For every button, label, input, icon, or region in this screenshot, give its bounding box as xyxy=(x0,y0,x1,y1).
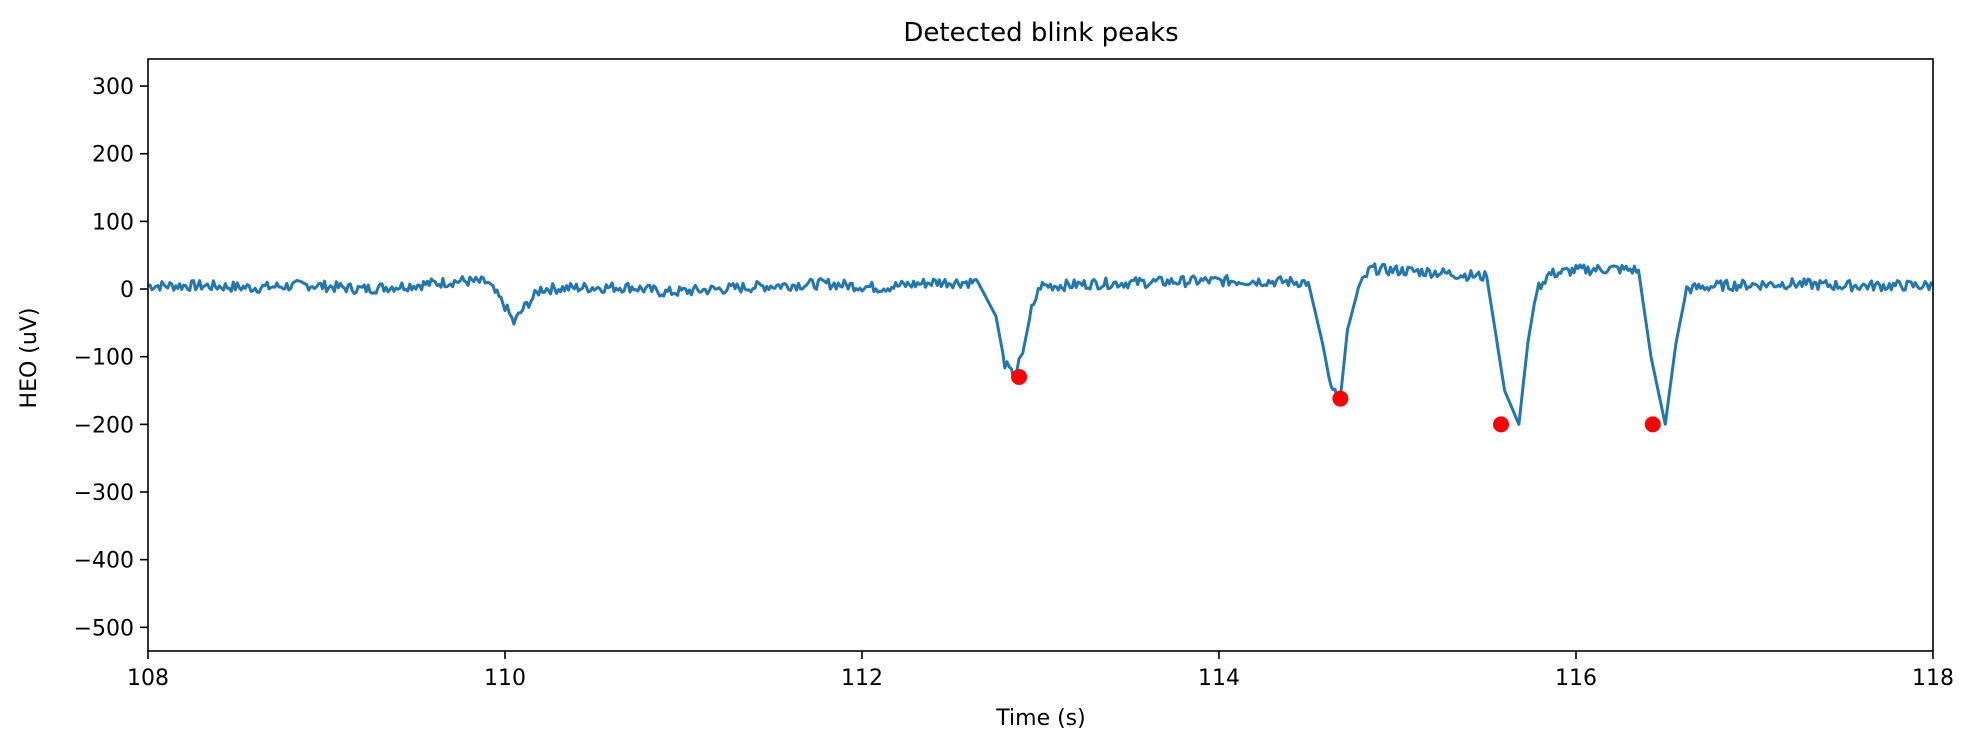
x-tick-label: 108 xyxy=(127,666,169,691)
y-tick-label: 0 xyxy=(120,278,134,303)
x-tick-label: 112 xyxy=(841,666,883,691)
x-tick-label: 116 xyxy=(1555,666,1597,691)
y-tick-label: 300 xyxy=(92,75,134,100)
y-tick-label: −300 xyxy=(74,481,134,506)
plot-area: 108 110 112 114 116 118 300 200 100 0 −100 −200 −300… xyxy=(74,58,1954,691)
y-tick-label: −400 xyxy=(74,549,134,574)
y-tick-label: 200 xyxy=(92,143,134,168)
signal-series-line xyxy=(148,262,1933,426)
y-tick-label: −500 xyxy=(74,616,134,641)
x-tick-label: 118 xyxy=(1912,666,1954,691)
y-axis-title: HEO (uV) xyxy=(17,308,42,409)
y-tick-label: −200 xyxy=(74,413,134,438)
x-tick-label: 110 xyxy=(484,666,526,691)
blink-peak-marker-2 xyxy=(1332,390,1349,407)
x-axis-title: Time (s) xyxy=(995,706,1085,731)
plot-frame xyxy=(147,58,1934,652)
blink-peak-marker-1 xyxy=(1011,368,1028,385)
y-tick-label: 100 xyxy=(92,210,134,235)
blink-peak-marker-4 xyxy=(1644,416,1661,433)
blink-peak-marker-3 xyxy=(1493,416,1510,433)
y-tick-label: −100 xyxy=(74,346,134,371)
chart-title: Detected blink peaks xyxy=(903,18,1178,48)
x-tick-label: 114 xyxy=(1198,666,1240,691)
